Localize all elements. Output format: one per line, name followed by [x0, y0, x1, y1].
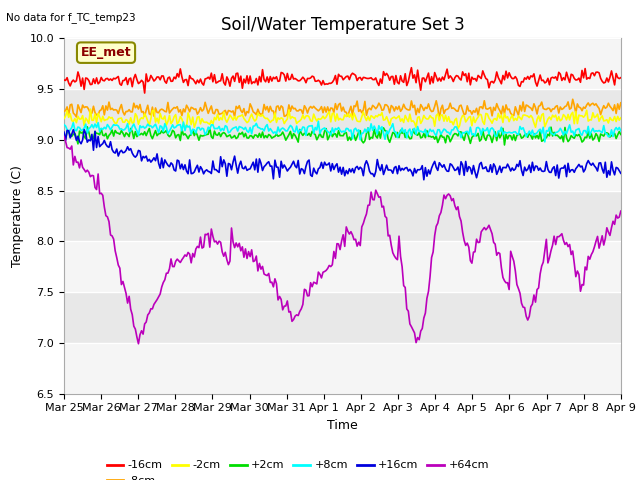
- X-axis label: Time: Time: [327, 419, 358, 432]
- Bar: [64, 191, 621, 241]
- Text: No data for f_TC_temp23: No data for f_TC_temp23: [6, 12, 136, 23]
- Bar: [64, 343, 621, 394]
- Bar: [64, 140, 621, 191]
- Bar: [64, 89, 621, 140]
- Bar: [64, 292, 621, 343]
- Legend: -16cm, -8cm, -2cm, +2cm, +8cm, +16cm, +64cm: -16cm, -8cm, -2cm, +2cm, +8cm, +16cm, +6…: [102, 456, 493, 480]
- Title: Soil/Water Temperature Set 3: Soil/Water Temperature Set 3: [221, 16, 464, 34]
- Y-axis label: Temperature (C): Temperature (C): [11, 165, 24, 267]
- Text: EE_met: EE_met: [81, 46, 131, 59]
- Bar: [64, 38, 621, 89]
- Bar: [64, 241, 621, 292]
